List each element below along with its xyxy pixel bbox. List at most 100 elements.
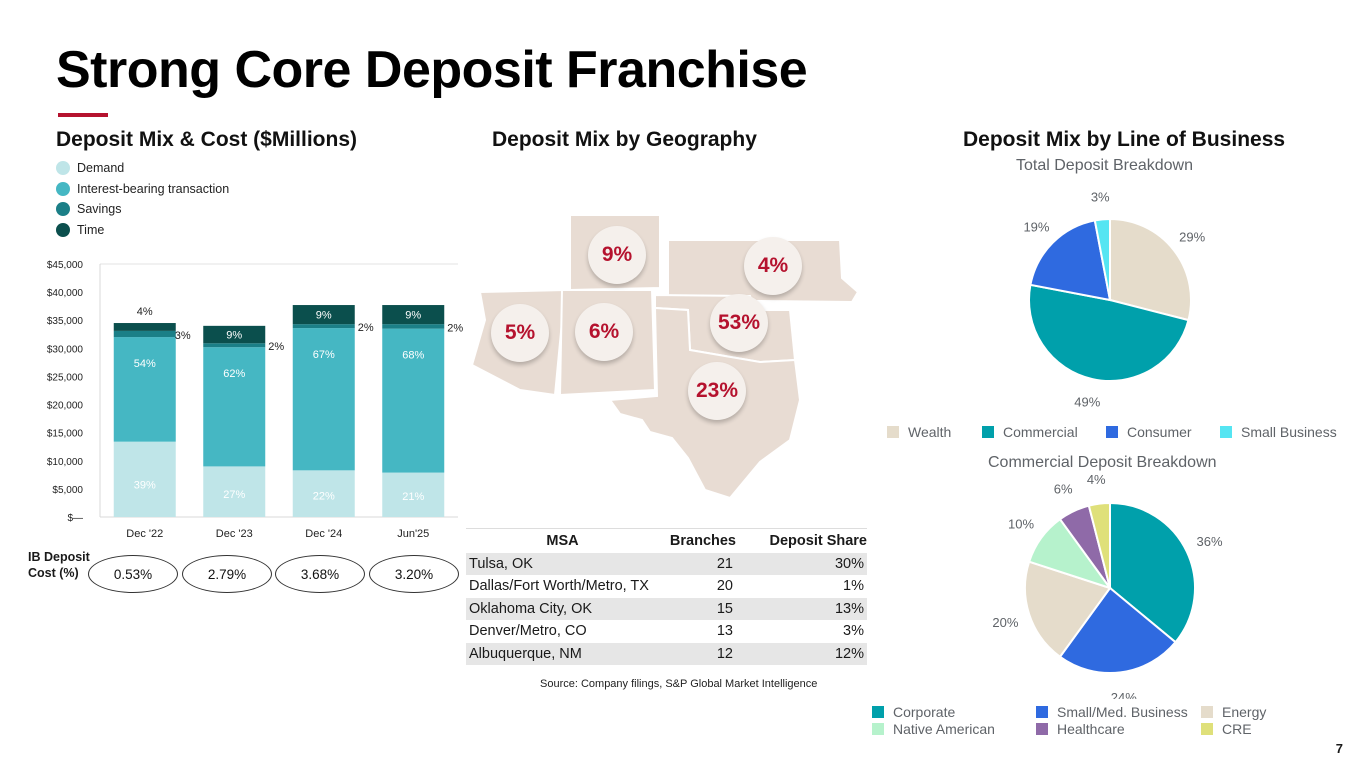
legend-swatch xyxy=(982,426,994,438)
cell-deposit-share: 30% xyxy=(736,552,867,575)
legend-label: CRE xyxy=(1222,721,1252,737)
table-header-row: MSA Branches Deposit Share xyxy=(466,528,867,553)
commercial-deposit-subtitle: Commercial Deposit Breakdown xyxy=(988,454,1217,471)
ib-cost-dec24: 3.68% xyxy=(275,555,365,593)
pie-data-label: 10% xyxy=(1008,516,1034,531)
bar-data-label: 27% xyxy=(223,489,245,501)
bar-data-label: 21% xyxy=(402,491,424,503)
map-badge-arizona: 5% xyxy=(491,304,549,362)
bar-data-label: 2% xyxy=(358,322,374,334)
legend-swatch xyxy=(56,222,70,237)
comm-legend-energy: Energy xyxy=(1201,704,1266,720)
x-tick-label: Dec '23 xyxy=(216,528,253,540)
legend-label: Savings xyxy=(77,202,122,217)
legend-swatch xyxy=(872,706,884,718)
x-tick-label: Dec '22 xyxy=(126,528,163,540)
legend-label: Corporate xyxy=(893,704,956,720)
pie-data-label: 29% xyxy=(1179,229,1205,244)
col-header-branches: Branches xyxy=(656,528,736,553)
bar-segment-demand xyxy=(382,472,445,517)
cell-msa: Dallas/Fort Worth/Metro, TX xyxy=(469,578,649,595)
map-badge-texas: 23% xyxy=(688,362,746,420)
bar-segment-time xyxy=(292,305,355,325)
bar-data-label: 9% xyxy=(405,310,421,322)
cell-msa: Tulsa, OK xyxy=(466,552,656,575)
legend-swatch xyxy=(56,161,70,176)
pie-data-label: 4% xyxy=(1087,474,1106,487)
pie-slice-small-med-business xyxy=(1058,586,1177,674)
bar-data-label: 67% xyxy=(313,349,335,361)
ib-deposit-cost-label: IB Deposit Cost (%) xyxy=(28,549,90,581)
pie-slice-small-business xyxy=(1093,217,1111,301)
map-badge-new-mexico: 6% xyxy=(575,303,633,361)
legend-label: Energy xyxy=(1222,704,1267,720)
y-tick-label: $— xyxy=(67,513,83,524)
cell-branches: 20 xyxy=(716,578,733,595)
cell-deposit-share: 1% xyxy=(843,578,864,595)
legend-swatch xyxy=(1106,426,1118,438)
pie-slice-consumer xyxy=(1029,219,1112,302)
x-tick-label: Jun'25 xyxy=(397,528,429,540)
bar-segment-time xyxy=(113,323,176,331)
legend-label: Small/Med. Business xyxy=(1057,704,1188,720)
cell-deposit-share: 3% xyxy=(843,623,864,640)
y-tick-label: $45,000 xyxy=(47,260,84,271)
bar-data-label: 4% xyxy=(137,306,153,318)
page-number: 7 xyxy=(1335,741,1343,756)
legend-label: Demand xyxy=(77,161,125,176)
col-header-deposit-share: Deposit Share xyxy=(736,528,867,553)
legend-label: Time xyxy=(77,222,105,237)
table-row: Oklahoma City, OK 15 13% xyxy=(466,597,867,620)
bar-segment-demand xyxy=(113,441,176,517)
bar-segment-demand xyxy=(292,470,355,517)
bar-chart-legend: Demand Interest-bearing transaction Savi… xyxy=(56,158,229,240)
total-deposit-subtitle: Total Deposit Breakdown xyxy=(1016,157,1193,174)
bar-segment-time xyxy=(382,305,445,325)
bar-segment-interest-bearing-transaction xyxy=(113,337,176,442)
comm-legend-small-med-business: Small/Med. Business xyxy=(1036,704,1188,720)
pie-slice-energy xyxy=(1024,560,1112,659)
bar-segment-savings xyxy=(203,343,266,348)
total-legend-wealth: Wealth xyxy=(887,424,951,440)
bar-segment-savings xyxy=(113,330,176,338)
bar-segment-time xyxy=(203,325,266,344)
comm-legend-corporate: Corporate xyxy=(872,704,955,720)
ib-cost-dec23: 2.79% xyxy=(182,555,272,593)
geography-heading: Deposit Mix by Geography xyxy=(492,128,757,151)
comm-legend-cre: CRE xyxy=(1201,721,1252,737)
cell-branches: 15 xyxy=(656,597,736,620)
pie-data-label: 19% xyxy=(1023,219,1049,234)
pie-slice-cre xyxy=(1087,501,1111,589)
total-deposit-pie-chart: 29% 49% 19% 3% xyxy=(1023,189,1205,409)
cell-branches: 12 xyxy=(656,642,736,665)
deposit-mix-cost-heading: Deposit Mix & Cost ($Millions) xyxy=(56,128,358,151)
bar-data-label: 3% xyxy=(175,330,191,342)
legend-swatch xyxy=(1220,426,1232,438)
bar-data-label: 9% xyxy=(316,310,332,322)
title-accent-rule xyxy=(58,113,108,117)
legend-item-demand: Demand xyxy=(56,158,229,179)
legend-swatch xyxy=(56,181,70,196)
pie-slice-corporate xyxy=(1109,501,1196,644)
map-badge-colorado: 9% xyxy=(588,226,646,284)
col-header-msa: MSA xyxy=(466,528,656,553)
y-tick-label: $10,000 xyxy=(47,457,84,468)
y-tick-label: $40,000 xyxy=(47,288,84,299)
line-of-business-heading: Deposit Mix by Line of Business xyxy=(963,128,1286,151)
pie-data-label: 36% xyxy=(1197,534,1223,549)
bar-segment-interest-bearing-transaction xyxy=(382,328,445,473)
bar-data-label: 39% xyxy=(134,479,156,491)
total-legend-consumer: Consumer xyxy=(1106,424,1192,440)
legend-swatch xyxy=(872,723,884,735)
ib-label-line2: Cost (%) xyxy=(28,566,79,580)
table-row: Dallas/Fort Worth/Metro, TX 20 1% xyxy=(466,575,867,598)
pie-data-label: 24% xyxy=(1111,690,1137,699)
legend-swatch xyxy=(887,426,899,438)
msa-table: MSA Branches Deposit Share Tulsa, OK 21 … xyxy=(466,528,867,665)
y-tick-label: $35,000 xyxy=(47,316,84,327)
bar-segment-savings xyxy=(382,324,445,329)
total-legend-commercial: Commercial xyxy=(982,424,1078,440)
map-badge-oklahoma: 53% xyxy=(710,294,768,352)
bar-data-label: 9% xyxy=(226,330,242,342)
ib-label-line1: IB Deposit xyxy=(28,550,90,564)
